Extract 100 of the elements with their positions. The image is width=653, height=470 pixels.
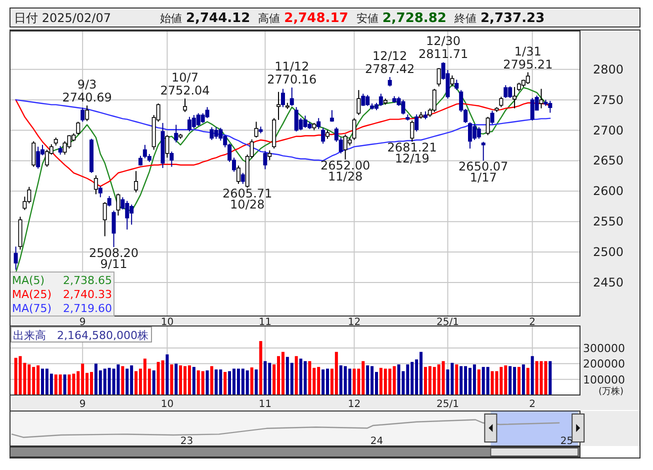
candlestick [414,114,419,132]
candlestick [210,126,214,141]
bar [214,369,218,395]
candlestick [32,140,36,168]
candlestick [254,121,258,138]
y-tick-label: 2550 [593,214,624,229]
bar [192,366,196,395]
candlestick [476,126,481,140]
bar [544,361,548,395]
candlestick [539,88,544,109]
bar [530,356,534,395]
bar [508,366,512,395]
candlestick [170,151,174,168]
bar [161,360,164,395]
candlestick [290,87,294,106]
x-tick-label: 10 [160,399,174,410]
bar [228,371,232,395]
y-tick-label: 300000 [583,342,625,355]
bar [174,364,178,395]
annotation: 2,740.33 [63,288,112,301]
bar [495,371,498,395]
candlestick [303,115,308,128]
text: 2,744.12 [186,11,250,26]
y-tick-label: 2650 [593,154,624,168]
x-tick-label: 9 [79,317,86,328]
bar [486,366,490,395]
candlestick [263,150,268,170]
annotation: 12/30 [426,34,461,48]
candlestick [107,196,112,207]
candlestick [316,118,321,130]
candlestick [94,174,98,195]
bar [548,361,552,395]
candlestick [432,88,436,112]
candlestick [454,79,459,91]
annotation: 2787.42 [365,62,415,76]
text: 2,728.82 [382,11,446,26]
candlestick [526,72,530,84]
bar [179,365,182,395]
x-tick-label: 11 [258,399,272,410]
candlestick [183,98,188,112]
text: 終値 [453,12,476,25]
bar [68,374,71,395]
annotation: 2752.04 [160,84,210,98]
bar [490,371,494,395]
text: 日付 2025/02/07 [14,11,111,25]
bar [308,361,312,395]
bar [517,366,520,395]
x-tick-label: 25/1 [436,399,459,410]
x-tick-label: 11 [258,317,272,328]
bar [304,361,307,395]
x-tick-label: 12 [348,317,361,328]
y-tick-label: 200000 [583,358,625,371]
annotation: 2770.16 [267,72,317,87]
candlestick [481,141,486,162]
annotation: 12/12 [372,49,408,64]
bar [224,372,227,395]
bar [442,361,445,395]
bar [299,358,302,395]
candlestick [134,170,138,193]
x-tick-label: 25 [560,436,574,447]
candlestick [174,124,178,143]
bar [334,352,338,395]
bar [63,374,66,395]
annotation: 10/7 [172,70,198,85]
bar [18,356,22,395]
candlestick [85,104,90,122]
x-tick-label: 25/1 [436,317,459,328]
x-tick-label: 9 [79,399,86,410]
bar [455,364,458,395]
x-tick-label: 10 [160,317,174,328]
bar [156,362,160,395]
y-tick-label: 2800 [593,62,624,76]
bar [112,368,116,395]
x-tick-label: 24 [370,436,384,447]
bar [477,369,480,395]
bar [250,367,254,395]
candlestick [276,91,281,120]
text: MA(25) [12,288,52,301]
bar [90,372,93,395]
bar [14,358,18,395]
candlestick [98,186,102,198]
candlestick [321,127,326,144]
chart-title: 出来高 2,164,580,000株 [13,329,148,342]
bar [121,366,124,395]
text: 高値 [258,12,280,25]
x-tick-label: 23 [180,436,194,447]
candlestick [361,93,366,106]
candlestick [112,210,116,248]
annotation: 2,719.60 [63,302,112,315]
annotation: 9/3 [77,77,97,92]
candlestick [499,96,504,108]
annotation: 2811.71 [418,47,468,62]
candlestick [80,107,85,122]
bar [264,361,267,395]
bar [348,368,352,395]
candlestick [102,202,107,237]
bar [41,368,44,395]
text: 2,737.23 [480,11,545,26]
bar [259,341,262,395]
bar [366,365,370,395]
